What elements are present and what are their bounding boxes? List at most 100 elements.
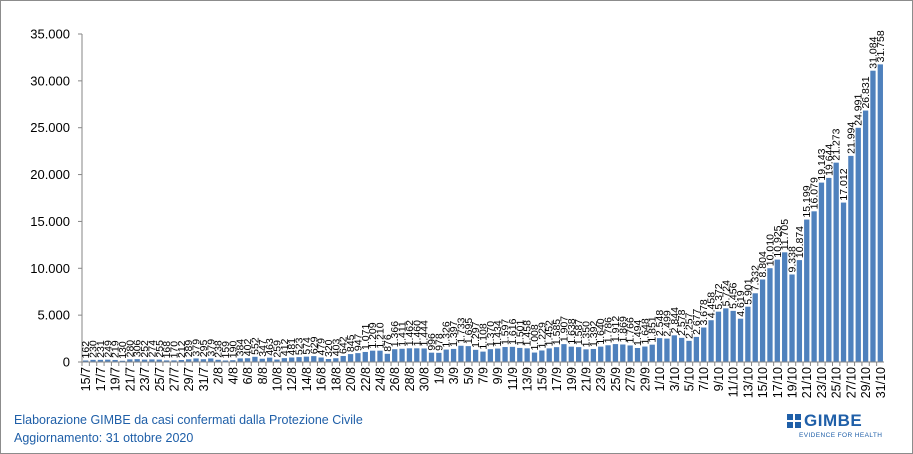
x-tick-label: 23/10 — [815, 367, 829, 398]
data-label: 31.084 — [867, 36, 879, 68]
x-tick-label: 4/8 — [226, 367, 240, 384]
data-label: 306 — [132, 339, 144, 357]
bar — [200, 359, 207, 362]
data-label: 5.456 — [728, 282, 740, 308]
x-tick-label: 6/8 — [241, 367, 255, 384]
bar — [701, 327, 707, 362]
data-label: 1.695 — [463, 318, 475, 344]
bar — [141, 359, 148, 362]
data-label: 10.010 — [764, 234, 776, 266]
bar — [208, 358, 214, 362]
bar — [598, 346, 604, 362]
bar — [399, 348, 405, 362]
data-label: 481 — [286, 338, 298, 356]
bar — [465, 346, 471, 362]
data-label: 5.724 — [720, 280, 732, 306]
x-tick-label: 21/10 — [800, 367, 814, 398]
bar — [612, 344, 619, 362]
bar — [620, 344, 626, 362]
x-tick-label: 29/9 — [638, 367, 652, 391]
data-label: 320 — [323, 339, 335, 357]
bar — [723, 308, 729, 362]
data-label: 5.901 — [742, 278, 754, 304]
data-label: 21.273 — [831, 128, 843, 160]
data-label: 552 — [249, 337, 261, 355]
data-label: 16.079 — [809, 177, 821, 209]
data-label: 259 — [271, 340, 283, 358]
data-label: 1.733 — [455, 317, 467, 343]
bar — [127, 359, 133, 362]
x-tick-label: 30/8 — [418, 367, 432, 391]
data-label: 280 — [124, 340, 136, 358]
data-label: 1.786 — [603, 317, 615, 343]
data-label: 1.370 — [485, 321, 497, 347]
x-tick-label: 17/10 — [771, 367, 785, 398]
x-tick-label: 20/8 — [344, 367, 358, 391]
data-label: 162 — [80, 341, 92, 359]
logo-name: GIMBE — [804, 411, 863, 430]
data-label: 1.108 — [478, 323, 490, 349]
bar — [112, 359, 118, 362]
x-tick-label: 27/7 — [167, 367, 181, 391]
bar — [222, 360, 229, 362]
data-label: 1.851 — [647, 316, 659, 342]
x-tick-label: 3/9 — [447, 367, 461, 384]
data-label: 19.644 — [823, 144, 835, 176]
data-label: 574 — [301, 337, 313, 355]
footer-source: Elaborazione GIMBE da casi confermati da… — [14, 413, 363, 427]
bar — [303, 356, 310, 362]
bar — [369, 350, 376, 362]
bar — [679, 337, 685, 362]
bar — [215, 359, 221, 362]
data-label: 845 — [345, 334, 357, 352]
data-label: 10.925 — [772, 225, 784, 257]
data-label: 11.705 — [779, 219, 791, 250]
bar — [149, 359, 155, 362]
x-tick-label: 5/10 — [683, 367, 697, 391]
x-tick-label: 11/10 — [727, 367, 741, 397]
bar — [517, 347, 523, 362]
x-tick-label: 15/10 — [756, 367, 770, 398]
x-tick-label: 22/8 — [359, 367, 373, 391]
bar — [274, 359, 280, 362]
x-tick-label: 15/7 — [79, 367, 93, 391]
bar — [818, 182, 825, 362]
logo-mark-icon — [787, 414, 801, 428]
bar — [759, 279, 766, 362]
data-label: 1.616 — [507, 318, 519, 344]
data-label: 170 — [168, 341, 180, 359]
bar — [487, 349, 494, 362]
y-tick-label: 0 — [63, 355, 70, 370]
data-label: 2.578 — [676, 309, 688, 335]
data-label: 996 — [426, 333, 438, 351]
data-label: 1.397 — [448, 320, 460, 346]
bar — [289, 357, 295, 362]
data-label: 130 — [117, 341, 129, 359]
bar — [708, 320, 714, 362]
y-tick-label: 30.000 — [30, 73, 70, 88]
y-tick-label: 35.000 — [30, 27, 70, 42]
bar — [590, 348, 597, 362]
data-label: 2.257 — [684, 312, 696, 338]
data-label: 1.434 — [492, 320, 504, 346]
x-tick-label: 25/10 — [830, 367, 844, 398]
bar — [414, 348, 420, 362]
data-label: 379 — [191, 339, 203, 357]
x-tick-label: 17/7 — [94, 367, 108, 391]
bar — [664, 338, 670, 362]
bar — [178, 360, 184, 362]
data-label: 1.366 — [389, 321, 401, 347]
bar — [671, 335, 677, 362]
x-tick-label: 2/8 — [212, 367, 226, 384]
x-tick-label: 11/9 — [506, 367, 520, 390]
logo-tagline: EVIDENCE FOR HEALTH — [799, 432, 883, 439]
data-label: 24.991 — [853, 94, 865, 126]
bar — [862, 110, 869, 362]
data-label: 1.326 — [441, 321, 453, 347]
data-label: 5.372 — [713, 283, 725, 309]
bar — [855, 127, 861, 362]
x-tick-label: 10/8 — [270, 367, 284, 391]
data-label: 274 — [146, 340, 158, 358]
bar — [406, 348, 413, 362]
